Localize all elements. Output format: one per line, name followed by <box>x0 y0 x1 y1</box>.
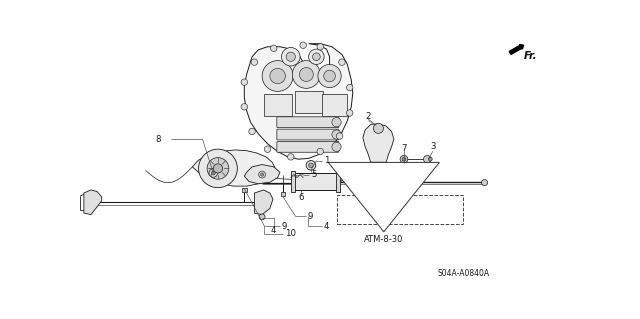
FancyBboxPatch shape <box>277 117 339 128</box>
Text: 5: 5 <box>311 170 316 179</box>
FancyBboxPatch shape <box>277 129 339 140</box>
Circle shape <box>241 79 248 85</box>
Circle shape <box>317 43 323 50</box>
Circle shape <box>332 142 341 152</box>
Circle shape <box>271 45 277 52</box>
Circle shape <box>317 148 323 155</box>
Circle shape <box>259 171 266 178</box>
Polygon shape <box>355 162 392 185</box>
Text: 1: 1 <box>324 156 330 165</box>
Polygon shape <box>254 190 273 215</box>
Circle shape <box>292 61 320 88</box>
Circle shape <box>207 158 229 179</box>
Circle shape <box>286 52 296 61</box>
Bar <box>281 192 285 196</box>
Bar <box>293 173 338 190</box>
Circle shape <box>241 104 248 110</box>
Text: 8: 8 <box>156 135 161 144</box>
Circle shape <box>209 169 218 177</box>
Circle shape <box>262 61 293 92</box>
FancyArrow shape <box>509 44 524 55</box>
Circle shape <box>249 128 255 135</box>
Text: 3: 3 <box>431 142 436 151</box>
Circle shape <box>308 163 313 168</box>
Circle shape <box>332 118 341 127</box>
Circle shape <box>400 155 408 163</box>
Text: 6: 6 <box>298 193 303 202</box>
Bar <box>291 172 296 191</box>
Text: 9: 9 <box>308 211 313 221</box>
Circle shape <box>346 110 353 116</box>
Text: S04A-A0840A: S04A-A0840A <box>438 269 490 278</box>
Text: 2: 2 <box>365 112 371 121</box>
Polygon shape <box>363 124 394 162</box>
Circle shape <box>300 68 313 81</box>
Circle shape <box>402 157 406 161</box>
Text: 4: 4 <box>323 222 329 231</box>
Circle shape <box>264 146 271 152</box>
Bar <box>336 172 340 191</box>
Text: 7: 7 <box>401 144 406 153</box>
Bar <box>337 195 463 224</box>
Circle shape <box>260 173 264 176</box>
Circle shape <box>211 171 215 175</box>
Circle shape <box>318 64 341 87</box>
Circle shape <box>373 123 383 133</box>
Circle shape <box>346 84 353 91</box>
Bar <box>242 189 246 192</box>
Circle shape <box>259 214 265 220</box>
Circle shape <box>287 154 294 160</box>
Circle shape <box>198 149 237 188</box>
Circle shape <box>337 133 343 139</box>
Circle shape <box>324 70 335 82</box>
Circle shape <box>312 53 320 61</box>
Bar <box>322 94 347 116</box>
Circle shape <box>213 164 223 173</box>
Text: 10: 10 <box>285 229 296 238</box>
Circle shape <box>300 42 307 48</box>
Polygon shape <box>193 150 275 186</box>
Circle shape <box>339 59 345 65</box>
Bar <box>264 94 292 116</box>
Text: 4: 4 <box>271 226 276 234</box>
Circle shape <box>306 160 316 170</box>
Circle shape <box>270 68 285 84</box>
Circle shape <box>428 157 432 161</box>
Circle shape <box>481 180 488 186</box>
Polygon shape <box>84 190 102 215</box>
Circle shape <box>282 48 300 66</box>
Circle shape <box>367 168 379 180</box>
Polygon shape <box>244 44 353 159</box>
FancyBboxPatch shape <box>277 141 339 152</box>
Circle shape <box>424 155 431 163</box>
Polygon shape <box>244 165 280 184</box>
Circle shape <box>251 59 258 65</box>
Text: Fr.: Fr. <box>524 51 537 61</box>
Text: ATM-8-30: ATM-8-30 <box>364 235 403 244</box>
Circle shape <box>308 49 324 64</box>
Bar <box>296 92 323 113</box>
Circle shape <box>332 130 341 139</box>
Text: 9: 9 <box>282 222 287 231</box>
